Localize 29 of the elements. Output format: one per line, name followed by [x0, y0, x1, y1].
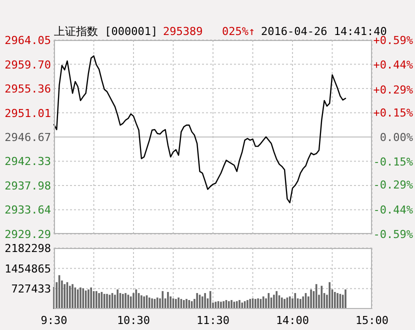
- y2-tick-label: +0.29%: [373, 83, 414, 96]
- y2-tick-label: -0.15%: [373, 156, 414, 169]
- y-tick-label: 2946.67: [4, 131, 51, 144]
- text: 025%↑: [222, 25, 256, 38]
- y-tick-label: 2933.64: [4, 204, 52, 217]
- y-tick-label: 2937.98: [4, 180, 51, 192]
- y2-tick-label: 0.00%: [380, 131, 414, 144]
- x-tick-label: 10:30: [116, 314, 150, 327]
- y2-tick-label: -0.44%: [373, 203, 414, 216]
- y2-tick-label: +0.15%: [373, 106, 414, 120]
- y-tick-label: 1454865: [4, 262, 51, 276]
- y2-tick-label: +0.59%: [373, 34, 414, 47]
- y-tick-label: 2955.36: [4, 82, 51, 96]
- x-tick-label: 14:00: [276, 314, 310, 327]
- x-tick-label: 15:00: [355, 314, 389, 327]
- y-tick-label: 2964.05: [4, 34, 51, 47]
- y-tick-label: 2942.33: [4, 155, 51, 168]
- y2-tick-label: -0.29%: [373, 178, 414, 192]
- y2-tick-label: +0.44%: [373, 58, 414, 72]
- chart-title: 上证指数 [000001]: [54, 25, 158, 38]
- y-tick-label: 2182298: [4, 242, 51, 255]
- y-tick-label: 2959.70: [4, 58, 51, 72]
- y2-tick-label: -0.59%: [373, 228, 414, 241]
- y-tick-label: 2951.01: [4, 106, 51, 120]
- y-tick-label: 2929.29: [4, 228, 51, 241]
- text: 295389: [163, 25, 203, 38]
- x-tick-label: 9:30: [40, 314, 68, 327]
- x-tick-label: 11:30: [196, 314, 230, 327]
- y-tick-label: 727433: [11, 282, 51, 296]
